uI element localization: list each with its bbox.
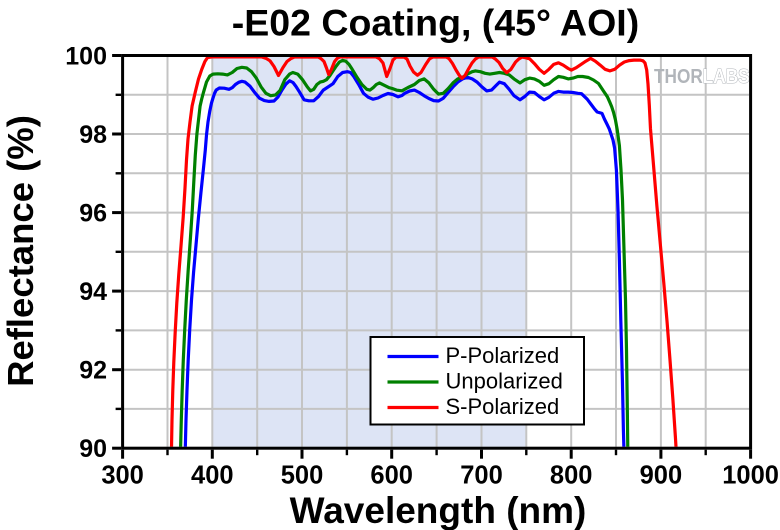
svg-text:LABS: LABS: [703, 66, 750, 89]
svg-text:Reflectance (%): Reflectance (%): [0, 115, 41, 387]
svg-text:700: 700: [460, 462, 503, 490]
svg-text:THOR: THOR: [654, 66, 703, 89]
svg-text:100: 100: [65, 43, 107, 71]
svg-text:300: 300: [101, 462, 144, 490]
svg-text:Wavelength (nm): Wavelength (nm): [290, 490, 587, 530]
svg-text:600: 600: [370, 462, 413, 490]
svg-text:-E02 Coating, (45° AOI): -E02 Coating, (45° AOI): [232, 2, 639, 44]
svg-text:S-Polarized: S-Polarized: [446, 394, 560, 419]
svg-text:Unpolarized: Unpolarized: [446, 369, 563, 394]
svg-text:90: 90: [79, 435, 107, 463]
svg-text:500: 500: [281, 462, 324, 490]
svg-text:P-Polarized: P-Polarized: [446, 343, 560, 368]
svg-text:96: 96: [79, 200, 107, 228]
svg-text:94: 94: [79, 278, 107, 306]
svg-text:800: 800: [550, 462, 593, 490]
svg-text:92: 92: [79, 357, 107, 385]
svg-text:98: 98: [79, 121, 107, 149]
svg-text:400: 400: [191, 462, 234, 490]
svg-text:1000: 1000: [722, 462, 779, 490]
svg-text:900: 900: [640, 462, 683, 490]
